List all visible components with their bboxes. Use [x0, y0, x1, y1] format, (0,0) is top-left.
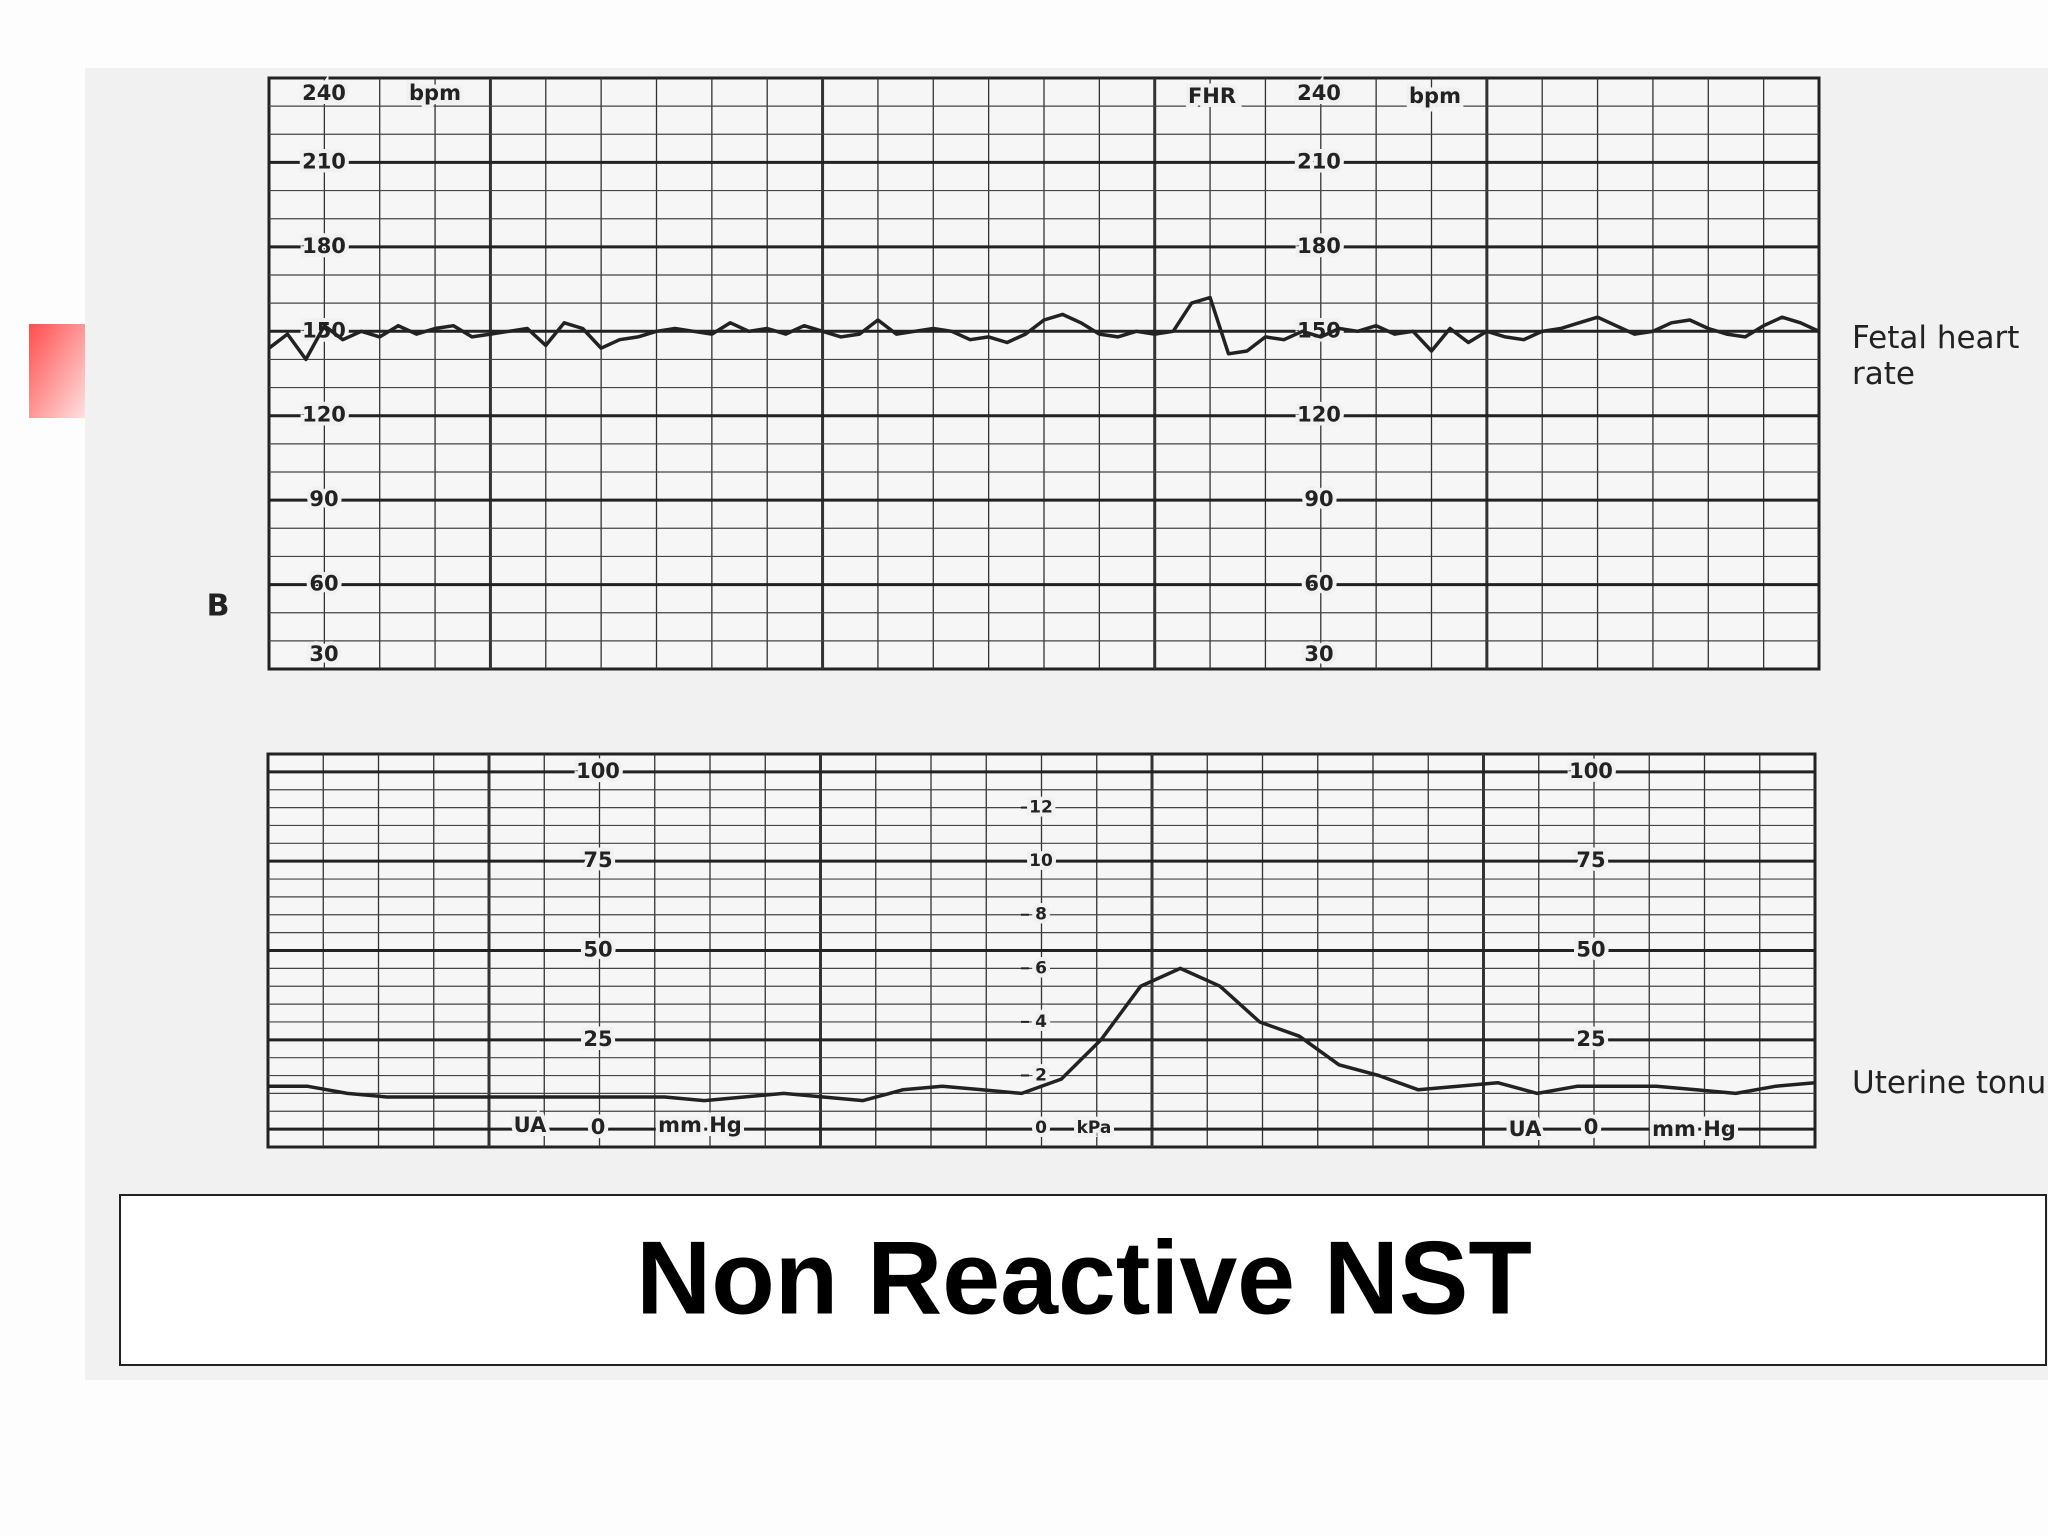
trace-line — [267, 295, 1820, 362]
y-label: FHR — [1188, 84, 1236, 108]
y-tick-label: 50 — [583, 938, 612, 962]
y-tick-label: 30 — [309, 642, 338, 666]
y-unit: mm Hg — [1652, 1117, 1736, 1141]
y2-tick-label: 0 — [1035, 1118, 1047, 1138]
y-tick-label: 30 — [1304, 642, 1333, 666]
y-unit: mm Hg — [658, 1113, 742, 1137]
y-unit: bpm — [409, 81, 461, 105]
y2-unit: kPa — [1077, 1118, 1112, 1138]
y2-tick-label: 12 — [1029, 798, 1053, 818]
y-tick-label: 240 — [302, 81, 346, 105]
y-tick-label: 0 — [1584, 1115, 1599, 1139]
y-tick-label: 50 — [1576, 938, 1605, 962]
y-tick-label: 90 — [309, 487, 338, 511]
y-tick-label: 25 — [1576, 1027, 1605, 1051]
series-label: Uterine tonu — [1852, 1065, 2047, 1101]
y-tick-label: 210 — [302, 149, 346, 173]
y2-tick-label: 4 — [1035, 1012, 1047, 1032]
y-tick-label: 100 — [1569, 759, 1613, 783]
y-tick-label: 60 — [1304, 572, 1333, 596]
y-tick-label: 180 — [302, 234, 346, 258]
y-label: UA — [514, 1113, 547, 1137]
y-tick-label: 120 — [302, 403, 346, 427]
slide-title: Non Reactive NST — [636, 1220, 1532, 1336]
y2-tick-label: 8 — [1035, 905, 1047, 925]
y-tick-label: 90 — [1304, 487, 1333, 511]
y2-tick-label: 6 — [1035, 958, 1047, 978]
y-tick-label: 75 — [1576, 848, 1605, 872]
y-tick-label: 120 — [1297, 403, 1341, 427]
y-tick-label: 240 — [1297, 81, 1341, 105]
y-tick-label: 75 — [583, 848, 612, 872]
y-tick-label: 60 — [309, 572, 338, 596]
y-tick-label: 210 — [1297, 149, 1341, 173]
y-tick-label: 25 — [583, 1027, 612, 1051]
y-tick-label: 0 — [591, 1115, 606, 1139]
title-box — [119, 1194, 2047, 1366]
y-tick-label: 180 — [1297, 234, 1341, 258]
y-unit: bpm — [1409, 84, 1461, 108]
y2-tick-label: 2 — [1035, 1065, 1047, 1085]
series-label: Fetal heart rate — [1852, 320, 2020, 392]
y-tick-label: 100 — [576, 759, 620, 783]
trace-line — [268, 966, 1816, 1103]
y2-tick-label: 10 — [1029, 851, 1053, 871]
accent-block — [29, 324, 85, 418]
y-label: UA — [1509, 1117, 1542, 1141]
panel-label: B — [207, 589, 230, 624]
